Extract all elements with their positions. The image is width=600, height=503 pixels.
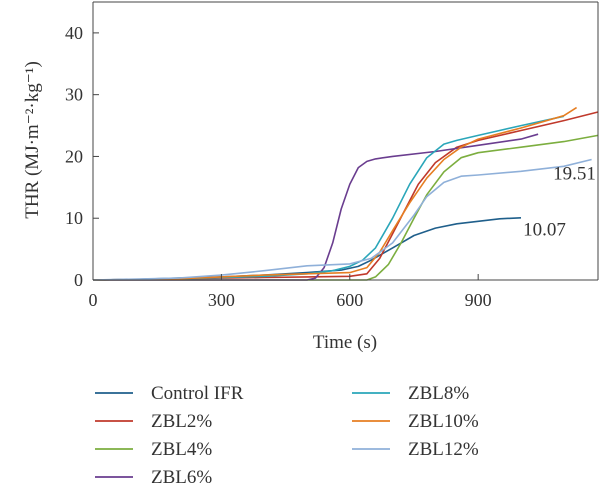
ticks: 0 300 600 900 0 10 20 30 40: [65, 23, 492, 310]
legend-label-zbl12pct: ZBL12%: [408, 439, 479, 460]
series-line-zbl12pct: [92, 158, 592, 281]
series-line-zbl6pct: [93, 133, 539, 281]
plot-lines: [92, 106, 599, 281]
y-tick-label: 40: [65, 23, 83, 43]
legend-label-zbl4pct: ZBL4%: [151, 439, 212, 460]
series-line-zbl4pct: [93, 134, 599, 281]
legend-label-zbl6pct: ZBL6%: [151, 467, 212, 488]
legend-label-zbl8pct: ZBL8%: [408, 383, 469, 404]
x-axis-label: Time (s): [313, 332, 377, 353]
series-line-zbl10pct: [92, 106, 578, 281]
y-tick-label: 20: [65, 146, 83, 166]
series-line-control-ifr: [92, 217, 522, 281]
axes: [92, 1, 599, 281]
y-tick-label: 0: [74, 270, 83, 290]
x-tick-label: 600: [336, 290, 363, 310]
annotation-label: 19.51: [553, 163, 596, 184]
x-tick-label: 900: [465, 290, 492, 310]
annotation-label: 10.07: [523, 220, 566, 241]
legend: Control IFR ZBL2% ZBL4% ZBL6% ZBL8% ZBL10% ZBL…: [95, 383, 479, 488]
legend-label-zbl2pct: ZBL2%: [151, 411, 212, 432]
y-axis-label: THR (MJ·m⁻²·kg⁻¹): [22, 61, 43, 219]
x-tick-label: 300: [208, 290, 235, 310]
x-tick-label: 0: [89, 290, 98, 310]
legend-label-zbl10pct: ZBL10%: [408, 411, 479, 432]
annotations: 19.51 10.07: [523, 163, 596, 240]
legend-label-control-ifr: Control IFR: [151, 383, 244, 404]
y-tick-label: 10: [65, 208, 83, 228]
y-tick-label: 30: [65, 85, 83, 105]
